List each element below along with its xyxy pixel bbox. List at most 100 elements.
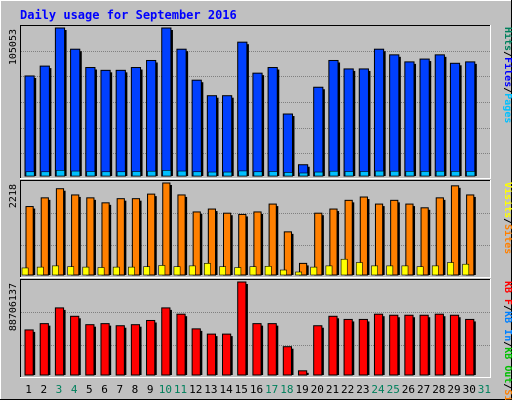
bar-sites — [238, 213, 247, 276]
legend-item: / — [502, 218, 512, 224]
legend-item: Hits — [502, 27, 512, 51]
x-tick-label: 19 — [295, 383, 308, 396]
legend-item: / — [502, 51, 512, 57]
bar-files — [130, 67, 142, 177]
bar-files — [389, 54, 400, 177]
bar-kb-f — [54, 307, 65, 376]
bar-pages — [40, 171, 50, 177]
x-tick-label: 17 — [265, 383, 278, 396]
bar-sites — [131, 198, 141, 276]
bar-pages — [299, 172, 308, 177]
x-tick-label: 30 — [463, 383, 476, 396]
bar-pages — [283, 172, 293, 177]
x-tick-label: 31 — [478, 383, 491, 396]
x-tick-label: 18 — [280, 383, 293, 396]
hits-panel-max-label: 105053 — [8, 29, 19, 65]
bar-files — [54, 27, 66, 177]
bar-pages — [101, 171, 111, 177]
bar-visits — [158, 265, 166, 276]
x-tick-label: 4 — [71, 383, 78, 396]
bar-pages — [238, 170, 248, 177]
bar-pages — [359, 171, 369, 177]
x-tick-label: 11 — [174, 383, 187, 396]
legend-item: KB Out — [502, 347, 512, 383]
x-tick-label: 15 — [235, 383, 248, 396]
bar-sites — [177, 194, 186, 276]
bar-pages — [177, 170, 187, 177]
bar-kb-f — [343, 318, 353, 376]
kbytes-panel-legend: KB F/KB In/KB Out/Sites — [502, 281, 512, 400]
bar-visits — [112, 266, 120, 276]
bar-kb-f — [434, 313, 444, 376]
x-tick-label: 3 — [56, 383, 63, 396]
bar-sites — [390, 199, 399, 276]
bar-files — [328, 59, 339, 177]
bar-pages — [116, 171, 126, 177]
bar-visits — [67, 266, 75, 276]
bar-pages — [451, 171, 460, 177]
legend-item: / — [502, 341, 512, 347]
x-tick-label: 9 — [147, 383, 154, 396]
bar-files — [39, 65, 50, 177]
bar-visits — [355, 262, 363, 276]
bar-sites — [192, 211, 201, 276]
bar-visits — [462, 263, 470, 276]
bar-visits — [371, 265, 378, 276]
bar-sites — [466, 194, 475, 276]
bar-files — [404, 61, 415, 177]
bar-visits — [310, 266, 318, 276]
bar-pages — [162, 170, 172, 177]
bar-sites — [223, 212, 232, 276]
x-tick-label: 12 — [189, 383, 202, 396]
bar-visits — [416, 266, 424, 276]
bar-pages — [56, 170, 65, 177]
bar-files — [206, 95, 218, 177]
bar-files — [449, 62, 461, 177]
x-tick-label: 21 — [326, 383, 339, 396]
legend-item: Sites — [502, 224, 512, 254]
bar-sites — [71, 194, 80, 276]
bar-files — [24, 75, 35, 177]
bar-visits — [219, 266, 227, 276]
bar-visits — [204, 263, 211, 276]
bar-pages — [466, 171, 476, 177]
bar-visits — [82, 266, 90, 276]
bar-files — [161, 27, 172, 177]
bar-pages — [420, 171, 430, 177]
bar-files — [282, 113, 293, 177]
kbytes-panel-max-label: 88706137 — [8, 283, 19, 331]
bar-visits — [325, 265, 333, 276]
bar-visits — [36, 266, 44, 276]
bar-files — [222, 95, 233, 177]
visits-panel-max-label: 2218 — [8, 184, 19, 208]
x-tick-label: 14 — [219, 383, 233, 396]
bar-pages — [147, 170, 157, 177]
x-tick-label: 24 — [371, 383, 385, 396]
bar-sites — [162, 182, 171, 276]
bar-kb-f — [222, 333, 232, 376]
bar-kb-f — [373, 313, 384, 376]
bar-sites — [116, 198, 125, 276]
x-tick-label: 5 — [86, 383, 93, 396]
legend-item: Pages — [502, 93, 512, 123]
bar-pages — [435, 170, 445, 177]
x-tick-label: 13 — [204, 383, 217, 396]
bar-sites — [283, 231, 292, 276]
x-tick-labels: 1 2 3 4 5 6 7 8 9 10 11 12 13 14 15 16 17 18 19 20 21 22 23 24 2… — [25, 383, 491, 396]
x-tick-label: 2 — [40, 383, 47, 396]
bar-pages — [25, 171, 35, 177]
bar-pages — [208, 171, 217, 177]
bar-kb-f — [39, 323, 49, 376]
bar-visits — [340, 258, 348, 276]
bar-kb-f — [146, 319, 156, 376]
bar-kb-f — [70, 315, 80, 376]
bar-visits — [386, 265, 394, 276]
bar-kb-f — [313, 325, 323, 376]
bar-sites — [450, 185, 460, 276]
bar-visits — [188, 265, 196, 276]
bar-kb-f — [100, 323, 110, 376]
bar-files — [115, 69, 126, 177]
bar-visits — [173, 266, 181, 276]
bar-sites — [344, 199, 353, 276]
bar-kb-f — [282, 346, 292, 376]
